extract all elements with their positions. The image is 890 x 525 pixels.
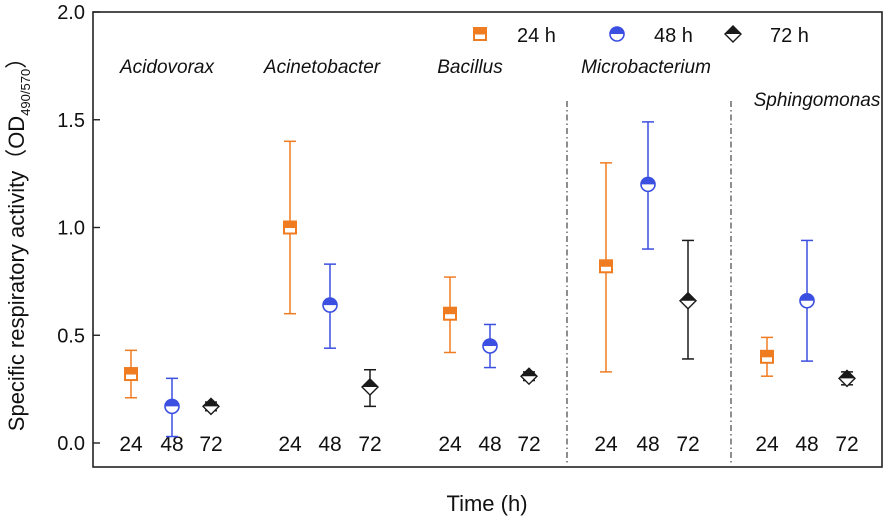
marker-diamond <box>202 397 220 416</box>
data-marks <box>124 121 856 438</box>
x-axis-title: Time (h) <box>446 491 527 516</box>
time-tick-label: 24 <box>119 433 143 456</box>
legend-item: 72 h <box>724 25 809 47</box>
y-tick-label: 1.5 <box>57 110 85 132</box>
time-tick-label: 72 <box>358 433 381 456</box>
marker-square <box>443 306 457 321</box>
y-tick-label: 0.0 <box>57 433 85 455</box>
marker-diamond <box>679 291 697 310</box>
legend-label: 48 h <box>654 25 693 47</box>
legend-item: 24 h <box>473 25 556 47</box>
marker-circle <box>322 297 338 313</box>
marker-diamond <box>361 377 379 396</box>
time-tick-label: 48 <box>636 433 659 456</box>
genus-label: Acidovorax <box>119 57 215 78</box>
genus-label: Acinetobacter <box>263 57 381 78</box>
svg-text:Specific respiratory activity（: Specific respiratory activity（OD490/570） <box>4 47 33 431</box>
group-separators <box>566 101 732 465</box>
time-tick-label: 24 <box>438 433 462 456</box>
time-tick-label: 24 <box>755 433 779 456</box>
marker-square <box>473 27 487 41</box>
marker-circle <box>482 338 498 354</box>
y-tick-label: 0.5 <box>57 325 85 347</box>
time-tick-label: 72 <box>199 433 222 456</box>
time-tick-label: 72 <box>517 433 540 456</box>
y-tick-label: 1.0 <box>57 218 85 240</box>
time-tick-label: 72 <box>676 433 699 456</box>
legend-label: 24 h <box>517 25 556 47</box>
y-axis: 0.0 0.5 1.0 1.5 2.0 <box>57 2 100 455</box>
time-tick-label: 48 <box>795 433 818 456</box>
time-tick-label: 24 <box>594 433 618 456</box>
time-tick-label: 48 <box>478 433 501 456</box>
genus-label: Microbacterium <box>581 57 711 78</box>
time-tick-label: 48 <box>160 433 183 456</box>
marker-circle <box>799 292 815 309</box>
legend: 24 h 48 h 72 h <box>473 25 809 47</box>
marker-square <box>124 367 138 382</box>
legend-label: 72 h <box>770 25 809 47</box>
marker-diamond <box>520 367 538 386</box>
genus-labels: Acidovorax Acinetobacter Bacillus Microbact… <box>119 57 881 111</box>
marker-diamond <box>724 25 742 43</box>
genus-label: Sphingomonas <box>754 90 881 111</box>
marker-circle <box>164 398 180 415</box>
genus-label: Bacillus <box>437 57 503 78</box>
marker-circle <box>609 26 625 42</box>
time-tick-label: 72 <box>835 433 858 456</box>
y-axis-title: Specific respiratory activity（OD490/570） <box>4 47 33 431</box>
marker-square <box>283 220 297 235</box>
time-tick-label: 24 <box>278 433 302 456</box>
marker-square <box>599 259 613 274</box>
time-tick-labels: 24 48 72 24 48 72 24 48 72 24 48 72 24 48 72 <box>119 433 858 456</box>
marker-square <box>760 349 774 364</box>
y-axis-title-subscript: 490/570 <box>18 69 33 116</box>
marker-diamond <box>838 369 856 388</box>
plot-frame <box>92 11 883 468</box>
time-tick-label: 48 <box>318 433 341 456</box>
marker-circle <box>640 176 656 193</box>
y-axis-title-main: Specific respiratory activity（OD <box>4 116 29 431</box>
legend-item: 48 h <box>609 25 693 47</box>
y-axis-title-close: ） <box>4 47 29 69</box>
y-tick-label: 2.0 <box>57 2 85 24</box>
